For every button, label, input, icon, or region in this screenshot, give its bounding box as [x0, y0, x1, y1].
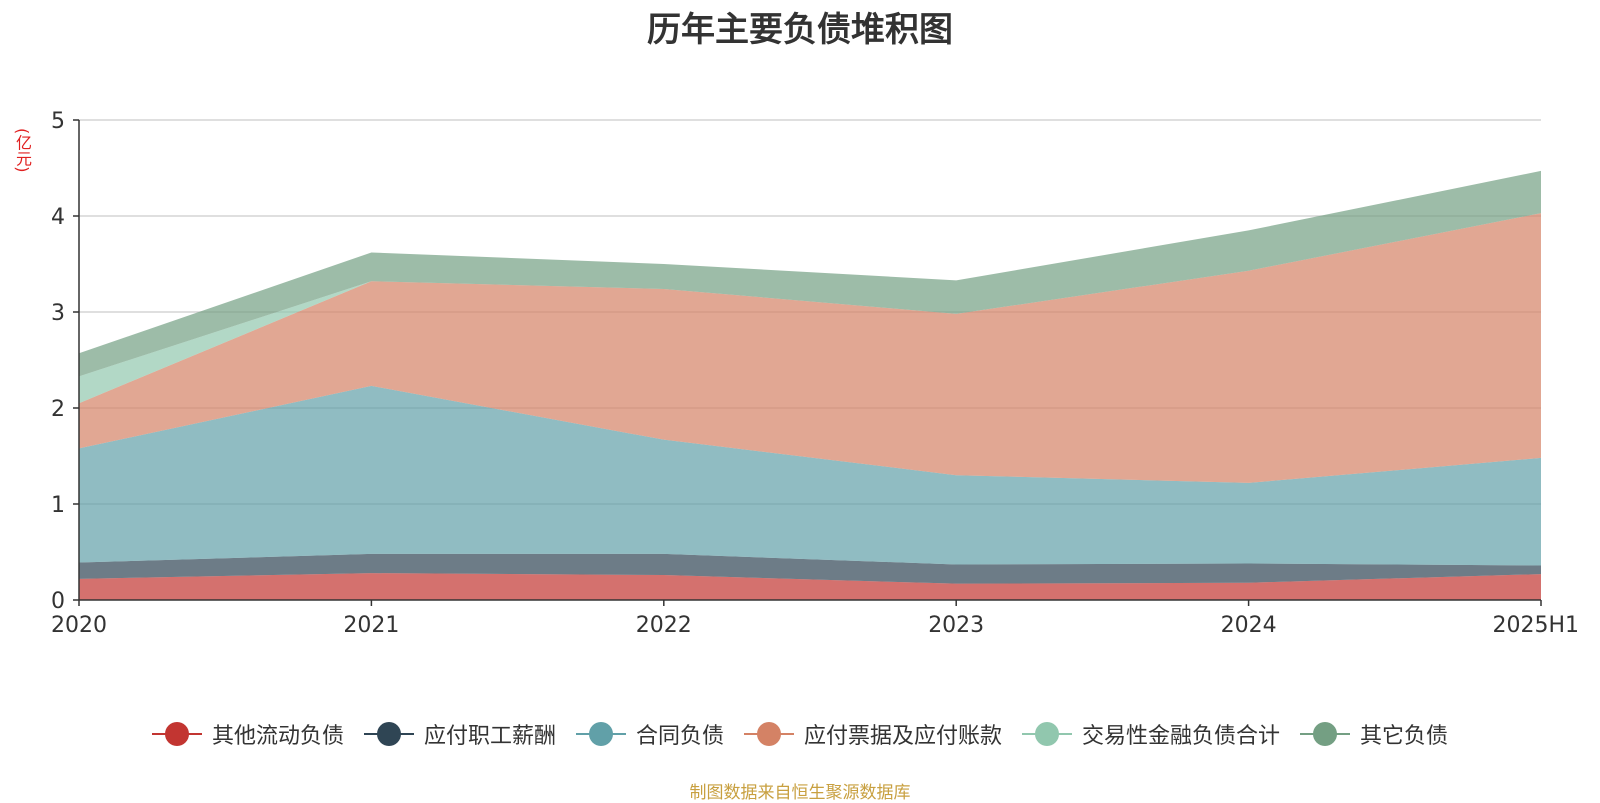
source-note: 制图数据来自恒生聚源数据库: [689, 783, 911, 803]
legend-marker-1: [363, 721, 414, 747]
area-series-1: [79, 553, 1541, 584]
legend-label-5: 其它负债: [1360, 724, 1449, 749]
x-tick-label-4: 2024: [1221, 613, 1277, 638]
x-tick-label-1: 2021: [343, 613, 399, 638]
legend-label-1: 应付职工薪酬: [423, 724, 556, 749]
x-tick-label-3: 2023: [928, 613, 984, 638]
area-series-3: [79, 213, 1541, 483]
legend-item-4[interactable]: 交易性金融负债合计: [1022, 718, 1280, 750]
x-tick-label-2: 2022: [636, 613, 692, 638]
x-tick-label-5: 2025H1: [1492, 613, 1579, 638]
legend-label-2: 合同负债: [635, 724, 724, 749]
x-tick-labels: 2020 2021 2022 2023 2024 2025H1: [51, 613, 1579, 638]
y-tick-label-2: 2: [51, 397, 65, 422]
area-series-0: [79, 573, 1541, 600]
legend-marker-3: [744, 721, 794, 747]
x-tick-label-0: 2020: [51, 613, 107, 638]
legend-marker-4: [1022, 721, 1073, 747]
legend-item-1[interactable]: 应付职工薪酬: [363, 718, 556, 750]
area-series-2: [79, 385, 1541, 566]
y-tick-label-3: 3: [51, 301, 65, 326]
legend-marker-0: [151, 721, 202, 747]
legend-item-2[interactable]: 合同负债: [575, 718, 724, 750]
y-tick-label-0: 0: [51, 589, 65, 614]
legend-item-5[interactable]: 其它负债: [1300, 718, 1448, 750]
legend-item-0[interactable]: 其他流动负债: [151, 718, 344, 750]
legend-label-4: 交易性金融负债合计: [1082, 724, 1281, 749]
y-tick-label-5: 5: [51, 109, 65, 134]
legend: 其他流动负债 应付职工薪酬 合同负债 应付票据及应付账款 交易性金融负债合计 其它负债: [0, 718, 1600, 750]
y-axis-unit-label: (亿元): [13, 127, 32, 173]
legend-item-3[interactable]: 应付票据及应付账款: [744, 718, 1002, 750]
legend-marker-2: [575, 721, 626, 747]
legend-marker-5: [1300, 721, 1351, 747]
y-tick-label-1: 1: [51, 493, 65, 518]
legend-label-3: 应付票据及应付账款: [804, 724, 1003, 749]
chart-title: 历年主要负债堆积图: [647, 10, 953, 50]
stacked-area-chart: 0 1 2 3 4 5 2020 2021 2022 2023 2024 2025H1: [51, 109, 1579, 638]
legend-label-0: 其他流动负债: [211, 724, 344, 749]
axes: [73, 119, 1542, 606]
area-series-5: [79, 170, 1541, 377]
area-series: [79, 170, 1541, 600]
y-tick-label-4: 4: [51, 205, 65, 230]
y-tick-labels: 0 1 2 3 4 5: [51, 109, 65, 614]
